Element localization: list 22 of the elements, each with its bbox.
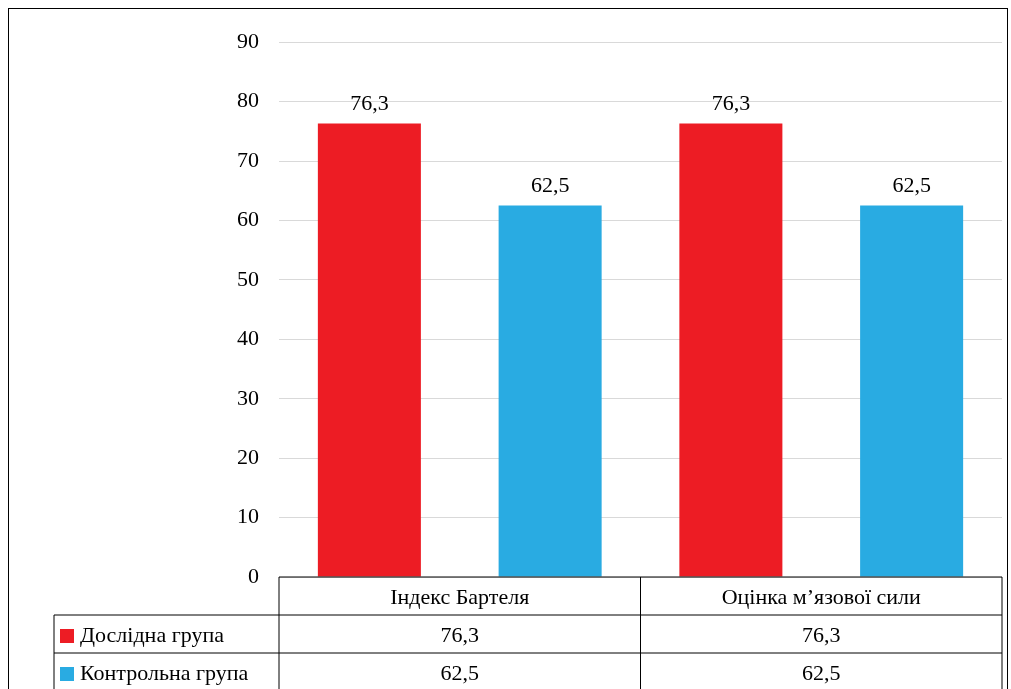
text: 76,3: [350, 90, 389, 116]
y-tick-label: 20: [237, 443, 259, 469]
x-tick-label: Оцінка м’язової сили: [721, 583, 922, 609]
legend-label: Дослідна група: [80, 621, 225, 647]
text: 62,5: [530, 172, 570, 198]
y-tick-label: 60: [237, 206, 259, 232]
y-tick-label: 80: [237, 87, 259, 113]
y-tick-label: 50: [237, 265, 259, 291]
y-tick-label: 90: [237, 27, 259, 53]
data-label: 76,3: [802, 621, 841, 647]
y-tick-label: 0: [248, 562, 259, 588]
y-tick-label: 30: [237, 384, 259, 410]
data-label: 76,3: [440, 621, 479, 647]
text: 62,5: [892, 172, 931, 198]
y-tick-label: 70: [237, 146, 259, 172]
data-label: 62,5: [802, 659, 841, 685]
x-tick-label: Індекс Бартеля: [390, 583, 530, 609]
text: 76,3: [711, 90, 751, 116]
y-tick-label: 10: [237, 503, 259, 529]
data-label: 62,5: [440, 659, 479, 685]
y-tick-label: 40: [237, 325, 259, 351]
legend-label: Контрольна група: [80, 659, 249, 685]
